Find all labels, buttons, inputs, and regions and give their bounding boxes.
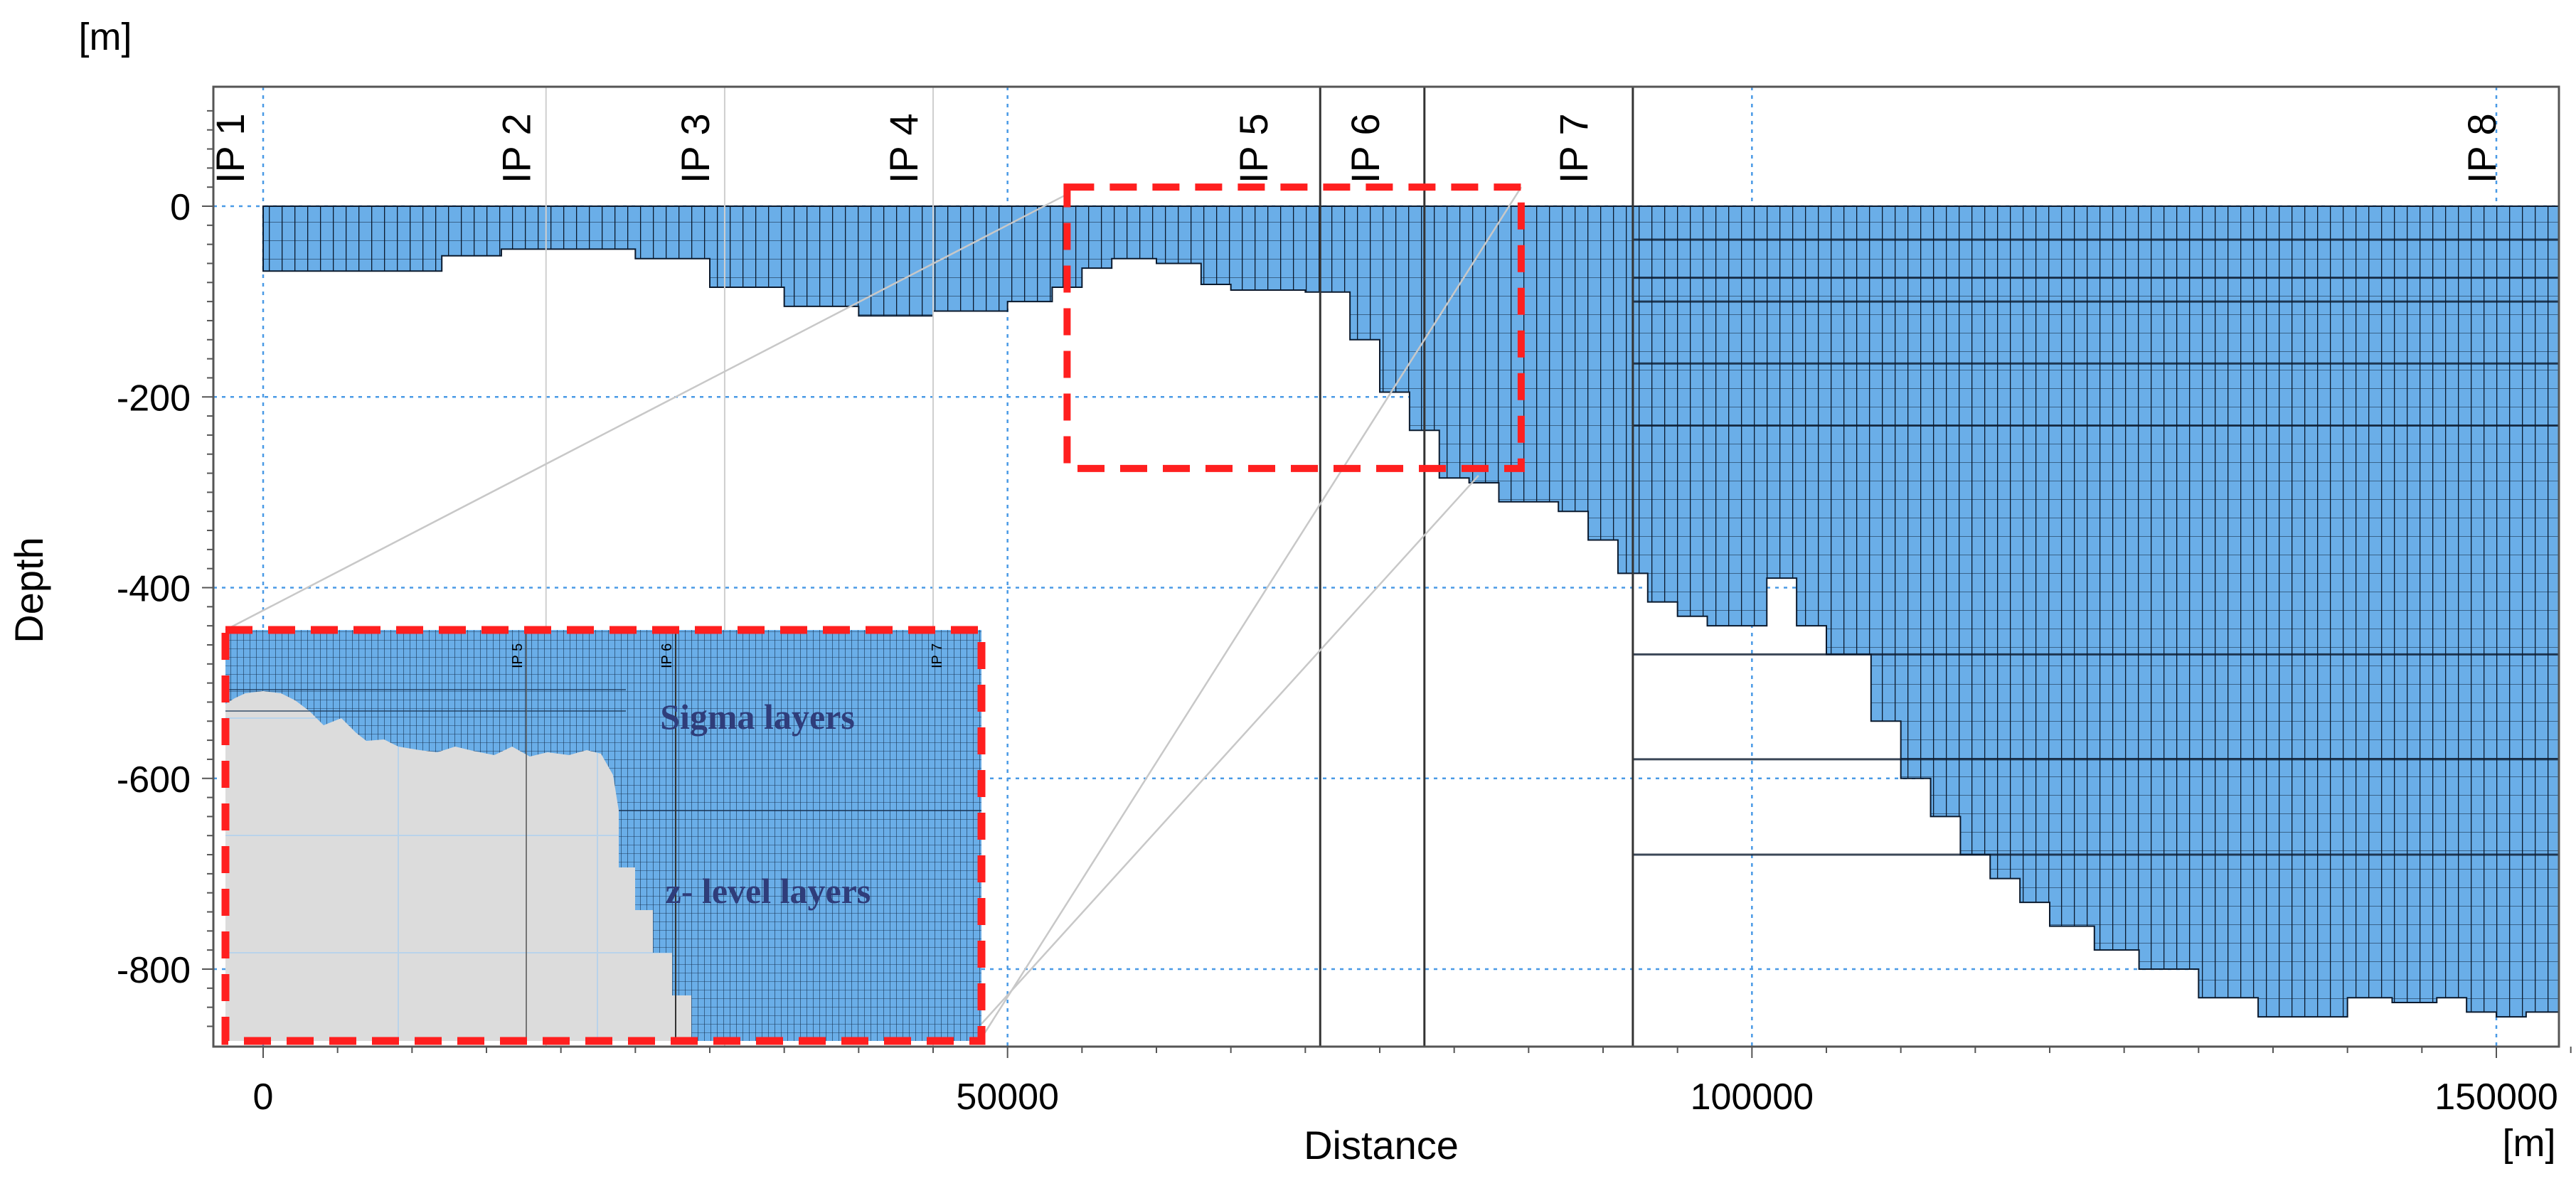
inset-section-label: IP 7 [930,643,945,668]
inset-section-label: IP 5 [510,643,526,668]
plot-frame [212,85,2560,1048]
inset-section-label: IP 6 [659,643,675,668]
section-lines [545,87,1634,1047]
y-axis-label: Depth [6,537,51,643]
section-label: IP 4 [881,113,926,183]
zoom-connector-line [981,475,1479,1025]
y-tick-label: -800 [117,950,191,991]
section-labels: IP 1IP 2IP 3IP 4IP 5IP 6IP 7IP 8IP 9IP 1… [208,113,2504,183]
zoom-connector-line [980,186,1522,1039]
x-tick-label: 0 [253,1076,274,1118]
y-tick-label: -200 [117,378,191,419]
y-tick-label: 0 [170,187,191,228]
bathymetry-area [262,205,2559,1018]
y-axis-unit: [m] [79,16,132,58]
y-axis-ticks: 0 -200 -400 -600 -800 [117,109,213,1027]
x-tick-label: 50000 [956,1076,1059,1118]
y-tick-label: -600 [117,759,191,801]
x-tick-label: 100000 [1691,1076,1814,1118]
x-axis-label: Distance [1304,1123,1459,1167]
y-tick-label: -400 [117,569,191,610]
section-label: IP 2 [494,113,539,183]
section-label: IP 8 [2459,113,2504,183]
zoom-connector-line [225,193,1068,631]
section-label: IP 3 [673,113,718,183]
x-axis-ticks: 0 50000 100000 150000 [253,1047,2572,1118]
section-label: IP 1 [208,113,252,183]
x-tick-label: 150000 [2434,1076,2558,1118]
x-axis-unit: [m] [2503,1122,2556,1165]
section-label: IP 5 [1231,113,1276,183]
bathymetry-profile [262,205,2559,1018]
inset-label-sigma-layers: Sigma layers [660,697,855,737]
inset-frame [221,626,986,1045]
inset-zoom-panel: IP 5 IP 6 IP 7 Sigma layers z- level layer… [221,626,986,1045]
inset-sigma-region [225,630,981,1041]
section-label: IP 7 [1551,113,1596,183]
section-label: IP 6 [1343,113,1388,183]
zoom-box [1063,183,1525,472]
inset-label-z-level-layers: z- level layers [666,871,871,911]
